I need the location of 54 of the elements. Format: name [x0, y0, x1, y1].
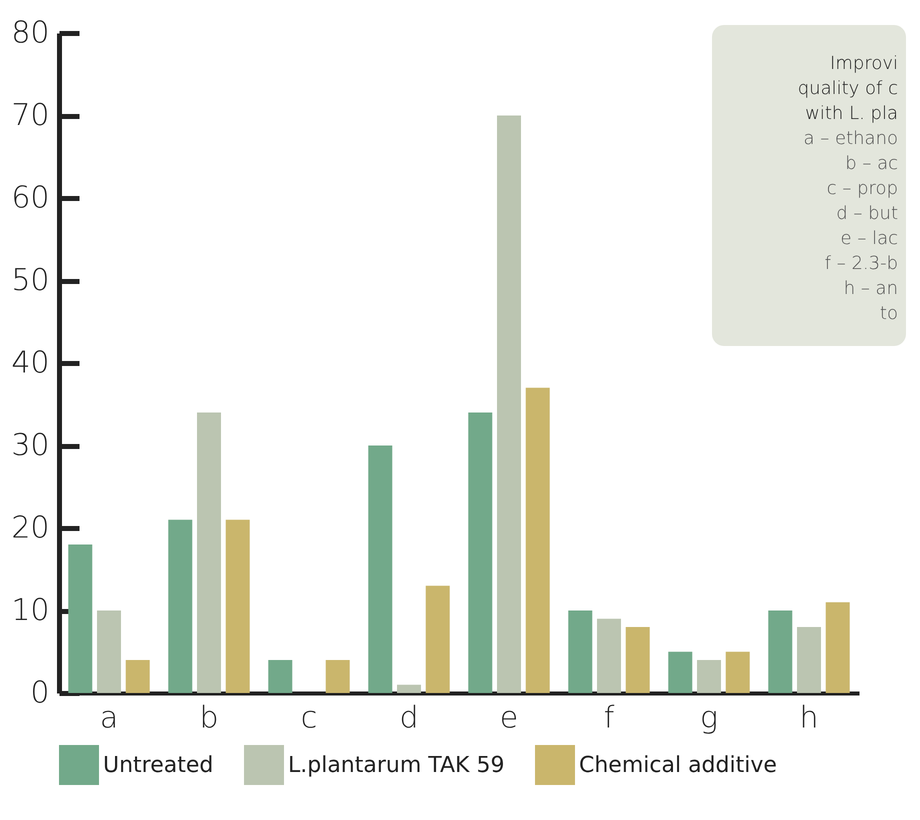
- y-tick-label: 70: [11, 98, 50, 133]
- annotation: quality of c: [796, 77, 898, 101]
- legend-label: Chemical additive: [579, 753, 777, 778]
- legend-label: Untreated: [103, 753, 214, 778]
- x-tick-label: g: [700, 700, 718, 736]
- bar: [168, 520, 192, 693]
- annotation: e – lac: [840, 227, 898, 251]
- annotation: a – ethano: [802, 127, 898, 151]
- y-tick-label: 80: [11, 16, 50, 50]
- annotation: with L. pla: [804, 102, 898, 126]
- x-tick-label: f: [604, 700, 615, 736]
- x-tick-label: d: [399, 700, 419, 736]
- y-tick-label: 40: [11, 346, 50, 380]
- bar: [697, 660, 721, 693]
- y-tick-label: 10: [11, 593, 50, 628]
- y-tick-label: 50: [11, 263, 50, 298]
- bar: [826, 602, 850, 693]
- bar: [468, 412, 492, 693]
- x-tick-label: e: [500, 700, 518, 736]
- y-tick-label: 20: [11, 510, 50, 546]
- bar: [768, 610, 792, 693]
- bar: [668, 652, 692, 693]
- y-tick-label: 0: [30, 676, 50, 710]
- bar: [626, 627, 650, 693]
- annotation: h – an: [842, 277, 898, 301]
- bar: [126, 660, 150, 693]
- x-tick-label: a: [100, 700, 118, 736]
- x-tick-label: b: [199, 700, 219, 736]
- legend-label: L.plantarum TAK 59: [288, 753, 504, 778]
- bar: [797, 627, 821, 693]
- bar: [597, 618, 621, 693]
- bar: [368, 446, 392, 693]
- bar: [68, 544, 92, 693]
- annotation: c – prop: [826, 177, 898, 201]
- bar: [726, 652, 750, 693]
- y-tick-label: 60: [11, 180, 50, 216]
- bar: [568, 610, 592, 693]
- bar: [497, 116, 521, 693]
- bar: [397, 684, 421, 693]
- x-tick-label: c: [300, 700, 318, 736]
- y-tick-label: 30: [11, 428, 50, 463]
- bar: [326, 660, 350, 693]
- annotation: b – ac: [844, 152, 898, 176]
- x-tick-label: h: [799, 700, 819, 736]
- bar: [526, 388, 550, 693]
- annotation: d – but: [835, 202, 898, 226]
- bar: [268, 660, 292, 693]
- bar: [226, 520, 250, 693]
- annotation: f – 2.3-b: [824, 252, 898, 276]
- bar: [97, 610, 121, 693]
- annotation: Improvi: [829, 52, 898, 76]
- text: to: [880, 303, 898, 324]
- bar: [426, 586, 450, 693]
- bar: [197, 412, 221, 693]
